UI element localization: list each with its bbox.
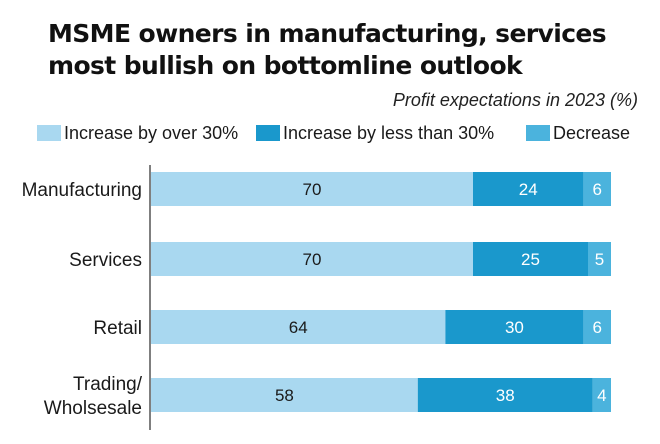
- data-label-4-2: 38: [496, 386, 515, 405]
- data-label-2-1: 70: [303, 250, 322, 269]
- bar-segment-4-2: [417, 378, 593, 412]
- legend-swatch-2: [256, 125, 280, 141]
- bar-segment-1-2: [473, 172, 584, 206]
- legend-label-2: Increase by less than 30%: [283, 123, 494, 143]
- bar-segment-2-3: [588, 242, 611, 276]
- bar-segment-1-1: [151, 172, 473, 206]
- data-label-3-2: 30: [505, 318, 524, 337]
- data-label-1-3: 6: [592, 180, 601, 199]
- chart-title-line-2: most bullish on bottomline outlook: [48, 51, 523, 80]
- category-label-1: Manufacturing: [22, 180, 142, 201]
- data-label-1-2: 24: [519, 180, 538, 199]
- chart-subtitle: Profit expectations in 2023 (%): [392, 90, 638, 110]
- data-label-3-1: 64: [289, 318, 308, 337]
- bar-segment-3-1: [151, 310, 446, 344]
- chart-title: MSME owners in manufacturing, services m…: [48, 18, 648, 82]
- bar-segment-1-3: [583, 172, 611, 206]
- legend-swatch-3: [526, 125, 550, 141]
- data-label-2-2: 25: [521, 250, 540, 269]
- bar-segment-3-3: [583, 310, 611, 344]
- data-label-3-3: 6: [592, 318, 601, 337]
- legend-swatch-1: [37, 125, 61, 141]
- data-label-2-3: 5: [595, 250, 604, 269]
- bar-segment-4-3: [592, 378, 611, 412]
- chart-title-line-1: MSME owners in manufacturing, services: [48, 19, 607, 48]
- bar-segment-3-2: [445, 310, 584, 344]
- data-label-1-1: 70: [303, 180, 322, 199]
- category-label-2: Services: [69, 250, 142, 271]
- bar-segment-2-1: [151, 242, 473, 276]
- data-label-4-3: 4: [597, 386, 606, 405]
- category-label-4: Trading/Wholsesale: [44, 374, 143, 419]
- legend-label-1: Increase by over 30%: [64, 123, 238, 143]
- data-label-4-1: 58: [275, 386, 294, 405]
- category-label-3: Retail: [93, 318, 142, 339]
- legend-label-3: Decrease: [553, 123, 630, 143]
- bar-segment-2-2: [473, 242, 588, 276]
- bar-segment-4-1: [151, 378, 418, 412]
